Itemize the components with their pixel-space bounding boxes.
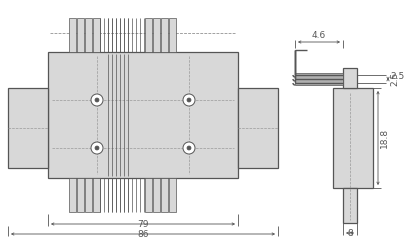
Circle shape (91, 94, 103, 106)
Text: 8: 8 (346, 229, 352, 238)
Bar (145, 178, 152, 212)
Bar (153, 18, 160, 52)
Text: 4.6: 4.6 (311, 31, 325, 40)
Bar (48, 52, 237, 178)
Bar (161, 18, 168, 52)
Text: 18.8: 18.8 (379, 128, 388, 148)
Bar (69, 18, 76, 52)
Bar (153, 178, 160, 212)
Circle shape (187, 98, 191, 102)
Bar (169, 18, 175, 52)
Bar (93, 178, 100, 212)
Circle shape (95, 98, 99, 102)
Bar (161, 178, 168, 212)
Bar (294, 73, 342, 85)
Bar (342, 68, 356, 88)
Text: 79: 79 (137, 220, 148, 229)
Circle shape (95, 146, 99, 150)
Circle shape (182, 94, 195, 106)
Bar (8, 88, 48, 168)
Circle shape (91, 142, 103, 154)
Bar (69, 178, 76, 212)
Bar (77, 178, 84, 212)
Bar (145, 18, 152, 52)
Bar (169, 178, 175, 212)
Bar (237, 88, 277, 168)
Bar (332, 88, 372, 188)
Text: 2.5: 2.5 (389, 72, 398, 86)
Circle shape (187, 146, 191, 150)
Bar (93, 18, 100, 52)
Text: 2.5: 2.5 (389, 72, 403, 81)
Text: 86: 86 (137, 230, 148, 239)
Bar (77, 18, 84, 52)
Bar (85, 178, 92, 212)
Circle shape (182, 142, 195, 154)
Bar (85, 18, 92, 52)
Bar (342, 188, 356, 223)
